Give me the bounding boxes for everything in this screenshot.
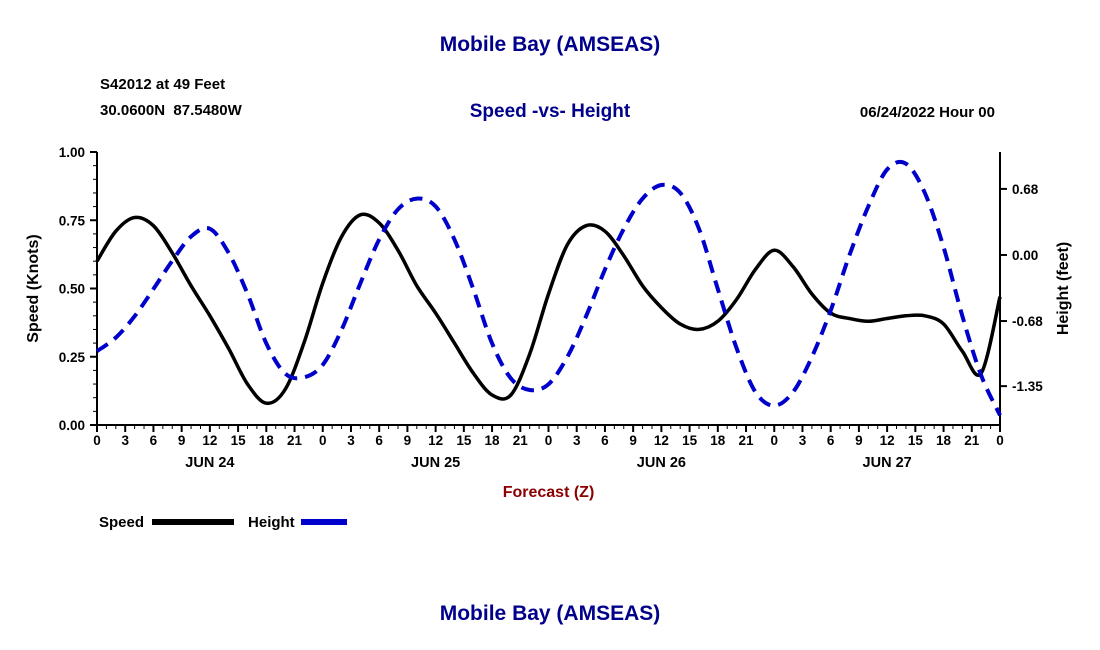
- legend-speed-label: Speed: [99, 513, 145, 531]
- station-coordinates: 30.0600N 87.5480W: [100, 102, 242, 119]
- speed-series-line: [95, 212, 1002, 406]
- footer-title: Mobile Bay (AMSEAS): [439, 602, 661, 625]
- x-tick-label: 18: [259, 433, 275, 448]
- right-axis-title: Height (feet): [1055, 242, 1072, 335]
- legend-height-swatch: [300, 519, 347, 525]
- x-tick-label: 21: [513, 433, 529, 448]
- right-tick-label: 0.68: [1012, 182, 1039, 197]
- day-label: JUN 25: [411, 455, 460, 471]
- x-tick-label: 3: [347, 433, 355, 448]
- x-tick-label: 3: [121, 433, 129, 448]
- x-tick-label: 0: [545, 433, 553, 448]
- x-tick-label: 0: [770, 433, 778, 448]
- x-tick-label: 12: [202, 433, 217, 448]
- x-tick-label: 15: [456, 433, 472, 448]
- station-id: S42012 at 49 Feet: [100, 76, 226, 93]
- left-tick-label: 0.50: [59, 282, 85, 297]
- right-tick-label: 0.00: [1012, 248, 1038, 263]
- legend-speed-swatch: [152, 519, 235, 525]
- legend-height-label: Height: [248, 513, 295, 531]
- x-tick-label: 12: [880, 433, 895, 448]
- x-tick-label: 18: [485, 433, 501, 448]
- x-tick-label: 21: [287, 433, 303, 448]
- x-tick-label: 21: [964, 433, 980, 448]
- forecast-datetime: 06/24/2022 Hour 00: [859, 104, 995, 121]
- x-tick-label: 9: [404, 433, 412, 448]
- day-label: JUN 24: [185, 455, 234, 471]
- left-tick-label: 0.00: [59, 418, 85, 433]
- left-tick-label: 0.25: [59, 350, 86, 365]
- right-tick-label: -1.35: [1012, 379, 1043, 394]
- height-series-line: [95, 159, 1002, 417]
- x-tick-label: 6: [150, 433, 158, 448]
- x-tick-label: 21: [739, 433, 755, 448]
- page-title: Mobile Bay (AMSEAS): [439, 33, 661, 56]
- day-label: JUN 26: [637, 455, 686, 471]
- x-tick-label: 15: [682, 433, 698, 448]
- x-tick-label: 3: [573, 433, 581, 448]
- chart-subtitle: Speed -vs- Height: [469, 101, 631, 122]
- x-tick-label: 6: [375, 433, 383, 448]
- x-tick-label: 3: [799, 433, 807, 448]
- left-axis-title: Speed (Knots): [25, 234, 42, 342]
- x-tick-label: 15: [231, 433, 247, 448]
- x-tick-label: 18: [710, 433, 726, 448]
- x-tick-label: 9: [855, 433, 863, 448]
- day-label: JUN 27: [863, 455, 912, 471]
- left-tick-label: 0.75: [59, 213, 86, 228]
- x-tick-label: 9: [178, 433, 186, 448]
- x-tick-label: 12: [428, 433, 443, 448]
- x-tick-label: 9: [629, 433, 637, 448]
- x-tick-label: 6: [827, 433, 835, 448]
- x-tick-label: 15: [908, 433, 924, 448]
- x-tick-label: 18: [936, 433, 952, 448]
- right-tick-label: -0.68: [1012, 314, 1043, 329]
- x-tick-label: 0: [996, 433, 1004, 448]
- x-tick-label: 0: [319, 433, 327, 448]
- x-tick-label: 12: [654, 433, 669, 448]
- left-tick-label: 1.00: [59, 145, 85, 160]
- x-tick-label: 6: [601, 433, 609, 448]
- x-axis-title: Forecast (Z): [503, 484, 595, 501]
- legend: Speed Height: [99, 513, 347, 531]
- x-tick-label: 0: [93, 433, 101, 448]
